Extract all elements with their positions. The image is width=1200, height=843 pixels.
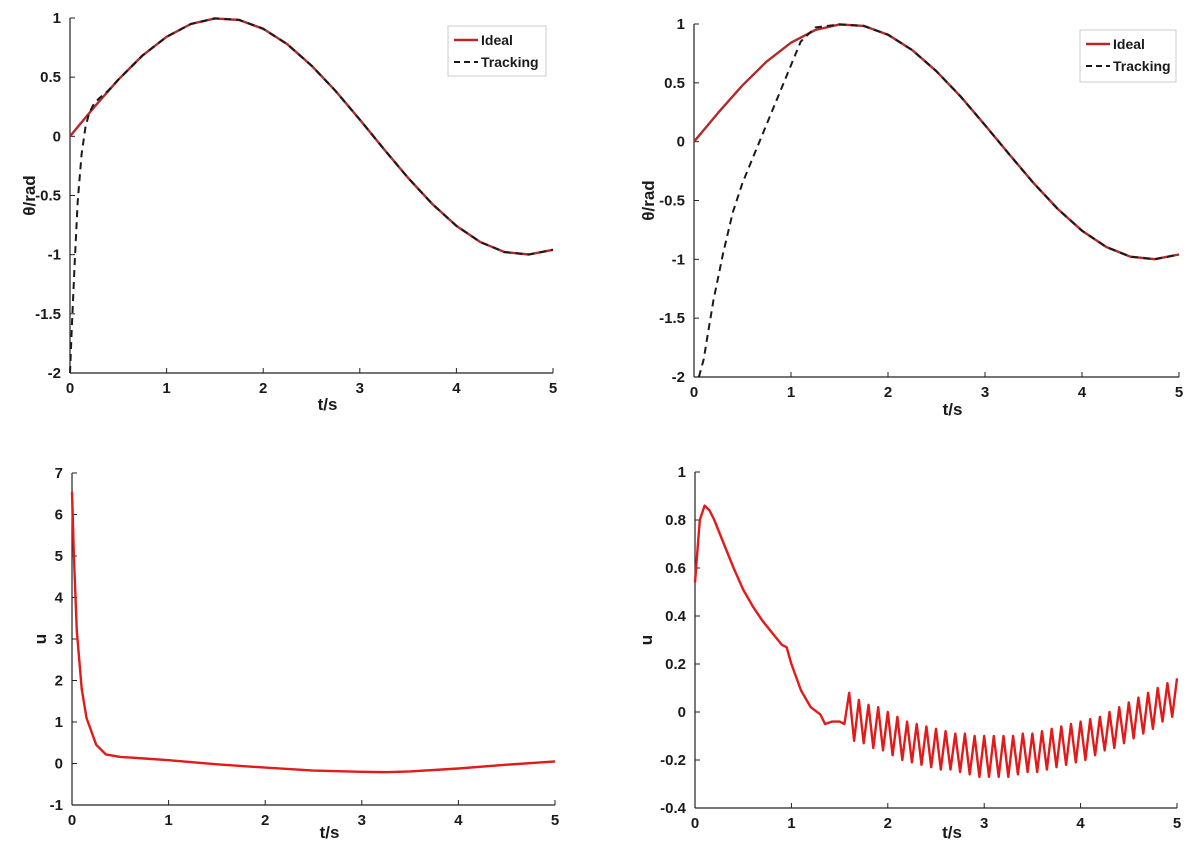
chart-4: 0 1 2 3 4 5 -0.4 -0.2 0 0.2 0.4 0.6 0.8 1 t/s u [637,464,1181,842]
y-tick-label: 7 [55,465,63,482]
x-tick-label: 2 [884,815,892,832]
x-tick-label: 4 [452,380,461,397]
series-line-1 [693,504,1179,778]
x-tick-label: 4 [1078,384,1087,401]
x-tick-label: 5 [1175,384,1183,401]
y-tick-label: 1 [55,714,63,731]
legend-label: Tracking [481,54,539,70]
y-tick-label: -1 [48,247,61,264]
y-tick-label: -0.4 [660,800,687,817]
x-tick-label: 3 [980,815,988,832]
x-tick-label: 5 [551,812,559,829]
legend: Ideal Tracking [447,25,547,77]
y-tick-label: -1.5 [35,306,61,323]
x-tick-label: 1 [787,384,795,401]
x-tick-label: 0 [66,380,74,397]
y-tick-label: -0.5 [35,188,61,205]
y-tick-label: 1 [53,10,61,27]
x-tick-label: 1 [787,815,795,832]
x-tick-label: 2 [261,812,269,829]
y-tick-label: 0 [677,134,685,151]
y-tick-label: 0.8 [665,512,686,529]
x-axis-label: t/s [320,823,340,842]
legend-label: Tracking [1113,58,1171,74]
chart-3: 0 1 2 3 4 5 -1 0 1 2 3 4 5 6 7 t/s u [31,465,559,842]
y-tick-label: 4 [55,590,64,607]
y-tick-label: 0.5 [664,75,685,92]
x-tick-label: 0 [691,815,699,832]
y-tick-label: 3 [55,631,63,648]
x-tick-label: 5 [1173,815,1181,832]
y-tick-label: -1 [50,797,63,814]
y-tick-label: 0.5 [40,69,61,86]
y-tick-label: 1 [677,16,685,33]
y-tick-label: 0 [55,756,63,773]
x-axis-label: t/s [943,400,963,419]
x-tick-label: 2 [259,380,267,397]
y-tick-label: 0.4 [665,608,687,625]
y-tick-label: 0 [678,704,686,721]
x-axis-label: t/s [318,395,338,414]
x-tick-label: 4 [1076,815,1085,832]
legend-box [1079,29,1177,83]
y-tick-label: -0.5 [659,193,685,210]
x-tick-label: 3 [981,384,989,401]
y-tick-label: -0.2 [660,752,686,769]
y-axis-label: θ/rad [20,175,39,215]
y-tick-label: 0.2 [665,656,686,673]
x-tick-label: 5 [549,380,557,397]
y-tick-label: 0 [53,128,61,145]
chart-2: 0 1 2 3 4 5 -2 -1.5 -1 -0.5 0 0.5 1 t/s θ/rad Ideal Trac… [639,16,1183,419]
x-axis-label: t/s [942,823,962,842]
y-tick-label: 2 [55,673,63,690]
y-axis-label: u [637,635,656,645]
legend: Ideal Tracking [1079,29,1177,83]
x-tick-label: 1 [164,812,172,829]
x-tick-label: 0 [690,384,698,401]
y-tick-label: 6 [55,507,63,524]
y-tick-label: -2 [48,365,61,382]
x-tick-label: 3 [358,812,366,829]
x-tick-label: 2 [884,384,892,401]
y-tick-label: -1.5 [659,310,685,327]
legend-box [447,25,547,77]
x-tick-label: 0 [68,812,76,829]
x-tick-label: 3 [356,380,364,397]
series-line-tracking [69,17,554,374]
y-axis-label: u [31,634,50,644]
x-tick-label: 1 [162,380,170,397]
y-tick-label: 5 [55,548,63,565]
chart-1: 0 1 2 3 4 5 -2 -1.5 -1 -0.5 0 0.5 1 t/s θ/rad Ideal Trac… [20,10,557,414]
legend-label: Ideal [1113,36,1145,52]
y-tick-label: 0.6 [665,560,686,577]
y-tick-label: 1 [678,464,686,481]
y-axis-label: θ/rad [639,180,658,220]
legend-label: Ideal [481,32,513,48]
x-tick-label: 4 [454,812,463,829]
y-tick-label: -2 [672,369,685,386]
y-tick-label: -1 [672,251,685,268]
series-line-1 [70,491,556,774]
series-line-tracking [697,23,1180,378]
